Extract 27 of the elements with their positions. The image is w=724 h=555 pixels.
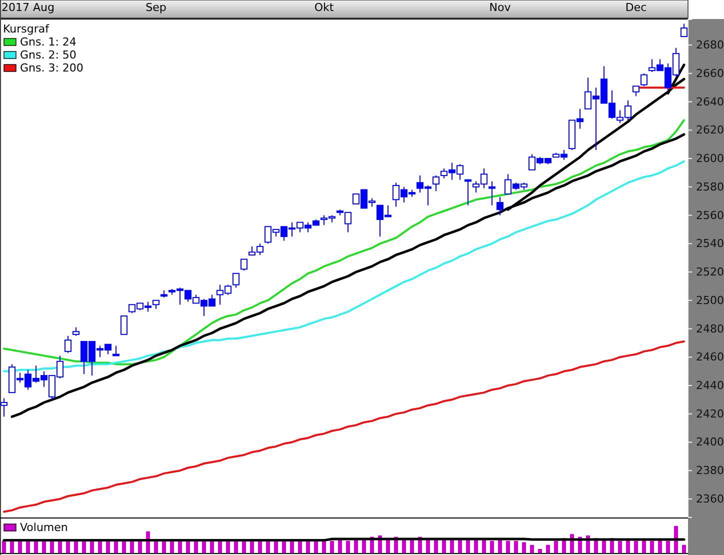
y-tick-label: 2600 <box>696 152 724 166</box>
y-tick-label: 2440 <box>696 379 724 392</box>
legend-label: Gns. 1: 24 <box>20 36 76 48</box>
y-tick-label: 2360 <box>696 492 724 506</box>
legend-title: Kursgraf <box>3 22 50 36</box>
y-tick-label: 2620 <box>696 124 724 137</box>
x-tick-label: Dec <box>625 1 647 14</box>
y-tick-label: 2580 <box>696 180 724 194</box>
y-tick-label: 2640 <box>696 95 724 108</box>
y-tick-label: 2420 <box>696 407 724 420</box>
y-tick-label: 2380 <box>696 464 724 478</box>
legend-label: Gns. 2: 50 <box>20 48 76 62</box>
y-tick-label: 2480 <box>696 322 724 336</box>
x-tick-label: 2017 Aug <box>2 1 54 14</box>
y-tick-label: 2680 <box>696 38 724 52</box>
y-tick-label: 2560 <box>696 208 724 222</box>
y-tick-label: 2660 <box>696 66 724 80</box>
y-tick-label: 2400 <box>696 436 724 449</box>
x-tick-label: Nov <box>489 1 512 14</box>
y-tick-label: 2460 <box>696 350 724 364</box>
y-tick-label: 2540 <box>696 237 724 250</box>
x-tick-label: Sep <box>146 1 166 14</box>
y-tick-label: 2500 <box>696 294 724 307</box>
legend-label: Gns. 3: 200 <box>20 62 84 74</box>
y-tick-label: 2520 <box>696 266 724 279</box>
legend-label: Volumen <box>20 521 68 534</box>
x-tick-label: Okt <box>314 1 334 14</box>
